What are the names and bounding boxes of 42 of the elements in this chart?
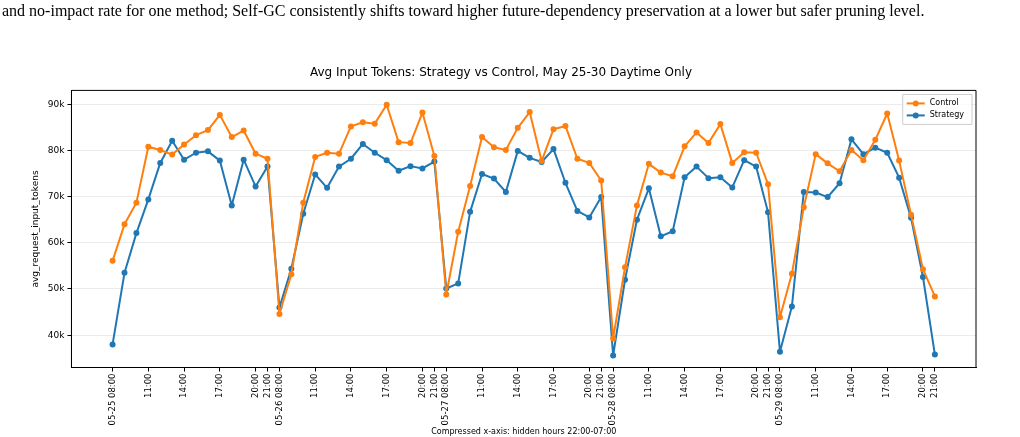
x-tick-label: 14:00 xyxy=(345,373,356,398)
x-tick-label: 17:00 xyxy=(380,373,391,398)
x-tick-label: 14:00 xyxy=(678,373,689,398)
x-tick-label: 21:00 xyxy=(261,373,272,398)
x-tick-label: 11:00 xyxy=(643,373,654,398)
x-tick-label: 21:00 xyxy=(595,373,606,398)
x-tick-label: 11:00 xyxy=(476,373,487,398)
x-tick-label: 21:00 xyxy=(428,373,439,398)
x-tick-label: 05-28 08:00 xyxy=(607,373,618,426)
x-tick-label: 14:00 xyxy=(511,373,522,398)
x-tick-label: 20:00 xyxy=(416,373,427,398)
x-axis-title: Compressed x-axis: hidden hours 22:00-07:00 xyxy=(431,427,617,437)
x-tick-label: 21:00 xyxy=(929,373,940,398)
x-tick-label: 17:00 xyxy=(714,373,725,398)
x-tick-label: 05-25 08:00 xyxy=(106,373,117,426)
x-tick-label: 17:00 xyxy=(547,373,558,398)
text: and no-impact rate for one method; Self-GC consistently shifts toward higher future-dependency preservation at a lower but safer pruning level. xyxy=(2,1,926,21)
x-tick-label: 14:00 xyxy=(178,373,189,398)
x-tick-label: 20:00 xyxy=(750,373,761,398)
x-tick-label: 11:00 xyxy=(142,373,153,398)
x-tick-label: 21:00 xyxy=(762,373,773,398)
x-tick-label: 20:00 xyxy=(917,373,928,398)
chart-title: Avg Input Tokens: Strategy vs Control, May 25-30 Daytime Only xyxy=(310,65,692,80)
x-tick-label: 11:00 xyxy=(809,373,820,398)
y-tick-label: 60k xyxy=(47,237,66,248)
y-tick-label: 70k xyxy=(47,190,66,201)
legend-label: Strategy xyxy=(929,110,965,120)
y-tick-label: 80k xyxy=(47,144,66,155)
x-tick-label: 20:00 xyxy=(249,373,260,398)
x-tick-label: 20:00 xyxy=(583,373,594,398)
y-tick-label: 50k xyxy=(47,283,66,294)
x-tick-label: 14:00 xyxy=(845,373,856,398)
x-tick-label: 05-27 08:00 xyxy=(440,373,451,426)
y-tick-label: 90k xyxy=(47,98,66,109)
x-tick-label: 17:00 xyxy=(214,373,225,398)
x-tick-label: 11:00 xyxy=(309,373,320,398)
x-tick-label: 05-26 08:00 xyxy=(273,373,284,426)
x-tick-label: 17:00 xyxy=(881,373,892,398)
legend-label: Control xyxy=(929,98,959,108)
x-tick-label: 05-29 08:00 xyxy=(774,373,785,426)
y-axis-title: avg_request_input_tokens xyxy=(29,170,40,288)
y-tick-label: 40k xyxy=(47,329,66,340)
